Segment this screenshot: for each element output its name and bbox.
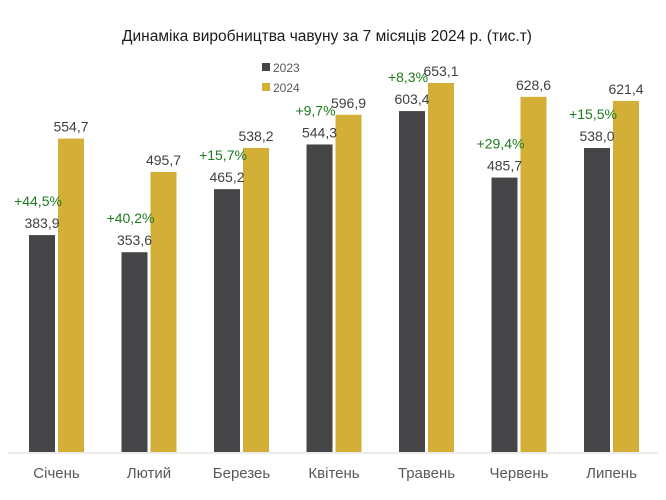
- bar-2024: [613, 100, 639, 452]
- legend: 2023 2024: [262, 61, 300, 95]
- bars: [29, 82, 639, 453]
- growth-annotation: +15,7%: [199, 147, 247, 163]
- chart-title: Динаміка виробництва чавуну за 7 місяців…: [122, 28, 532, 45]
- growth-annotation: +8,3%: [388, 69, 428, 85]
- bar-2023: [306, 144, 333, 452]
- data-label-2023: 538,0: [579, 128, 614, 144]
- growth-annotation: +15,5%: [569, 106, 617, 122]
- legend-label-2023: 2023: [273, 61, 300, 75]
- data-label-2024: 621,4: [608, 81, 643, 97]
- data-label-2023: 544,3: [302, 124, 337, 140]
- labels: 383,9 554,7 +44,5% Січень 353,6 495,7 +40,2% Лю…: [14, 63, 644, 482]
- x-tick-label: Січень: [33, 465, 80, 482]
- data-label-2023: 383,9: [24, 215, 59, 231]
- x-tick-label: Березеь: [213, 465, 271, 482]
- x-tick-label: Квітень: [308, 465, 359, 482]
- bar-2023: [399, 111, 425, 452]
- bar-2024: [243, 147, 269, 453]
- bar-2024: [520, 96, 547, 452]
- x-tick-label: Липень: [586, 465, 637, 482]
- bar-2023: [491, 177, 518, 452]
- data-label-2024: 596,9: [331, 95, 366, 111]
- bar-2023: [214, 189, 240, 453]
- growth-annotation: +29,4%: [477, 136, 525, 152]
- bar-2024: [150, 171, 177, 452]
- growth-annotation: +9,7%: [295, 102, 335, 118]
- x-tick-label: Лютий: [127, 465, 171, 482]
- bar-2023: [29, 235, 55, 452]
- legend-swatch-2024: [262, 83, 270, 91]
- bar-2024: [428, 82, 454, 452]
- bar-2024: [58, 138, 84, 453]
- growth-annotation: +40,2%: [107, 210, 155, 226]
- data-label-2023: 485,7: [487, 158, 522, 174]
- data-label-2024: 653,1: [423, 63, 458, 79]
- bar-2024: [335, 114, 362, 453]
- data-label-2023: 353,6: [117, 232, 152, 248]
- legend-label-2024: 2024: [273, 81, 300, 95]
- data-label-2023: 465,2: [209, 169, 244, 185]
- data-label-2024: 495,7: [146, 152, 181, 168]
- data-label-2024: 538,2: [238, 128, 273, 144]
- bar-2023: [121, 252, 148, 452]
- data-label-2023: 603,4: [394, 91, 429, 107]
- growth-annotation: +44,5%: [14, 193, 62, 209]
- legend-swatch-2023: [262, 63, 270, 71]
- data-label-2024: 628,6: [516, 77, 551, 93]
- data-label-2024: 554,7: [53, 119, 88, 135]
- bar-2023: [584, 148, 610, 452]
- x-tick-label: Травень: [398, 465, 455, 482]
- x-tick-label: Червень: [490, 465, 549, 482]
